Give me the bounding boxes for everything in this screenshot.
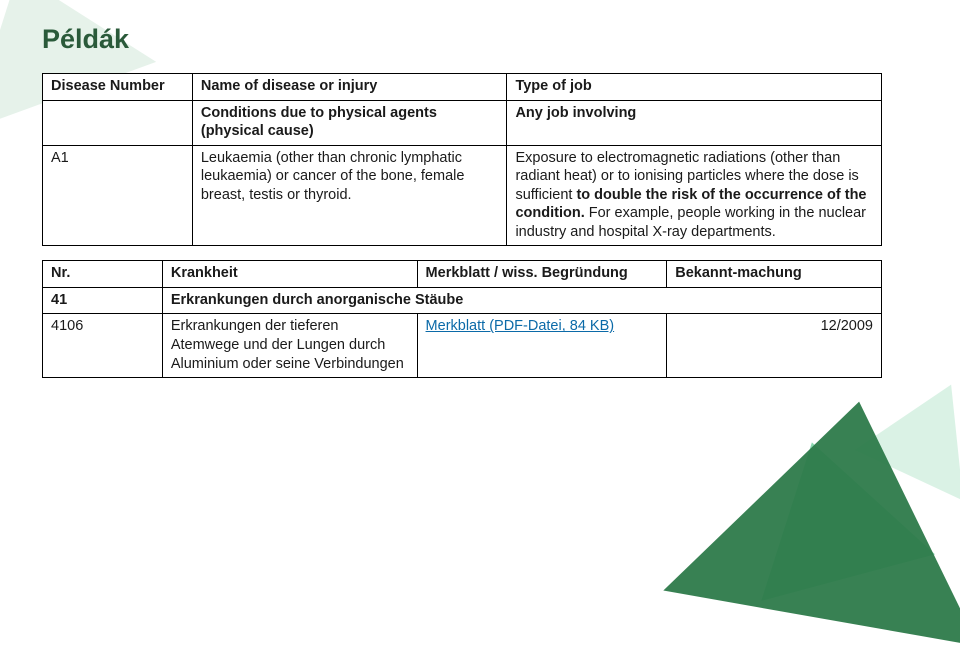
col-header: Merkblatt / wiss. Begründung [417,261,667,288]
col-header: Bekannt-machung [667,261,882,288]
cell: 4106 [43,314,163,378]
cell: 41 [43,287,163,314]
cell [43,100,193,145]
cell: Conditions due to physical agents (physi… [192,100,507,145]
col-header: Type of job [507,74,882,101]
col-header: Nr. [43,261,163,288]
cell: 12/2009 [667,314,882,378]
col-header: Disease Number [43,74,193,101]
pdf-link[interactable]: Merkblatt (PDF-Datei, 84 KB) [426,318,615,334]
cell: A1 [43,145,193,246]
cell: Erkrankungen der tieferen Atemwege und d… [162,314,417,378]
cell: Exposure to electromagnetic radiations (… [507,145,882,246]
cell: Leukaemia (other than chronic lymphatic … [192,145,507,246]
bg-triangle [663,374,960,646]
slide-title: Példák [42,24,900,55]
cell: Merkblatt (PDF-Datei, 84 KB) [417,314,667,378]
cell: Erkrankungen durch anorganische Stäube [162,287,881,314]
cell: Any job involving [507,100,882,145]
krankheit-table: Nr. Krankheit Merkblatt / wiss. Begründu… [42,260,882,378]
col-header: Name of disease or injury [192,74,507,101]
col-header: Krankheit [162,261,417,288]
diseases-table: Disease Number Name of disease or injury… [42,73,882,246]
